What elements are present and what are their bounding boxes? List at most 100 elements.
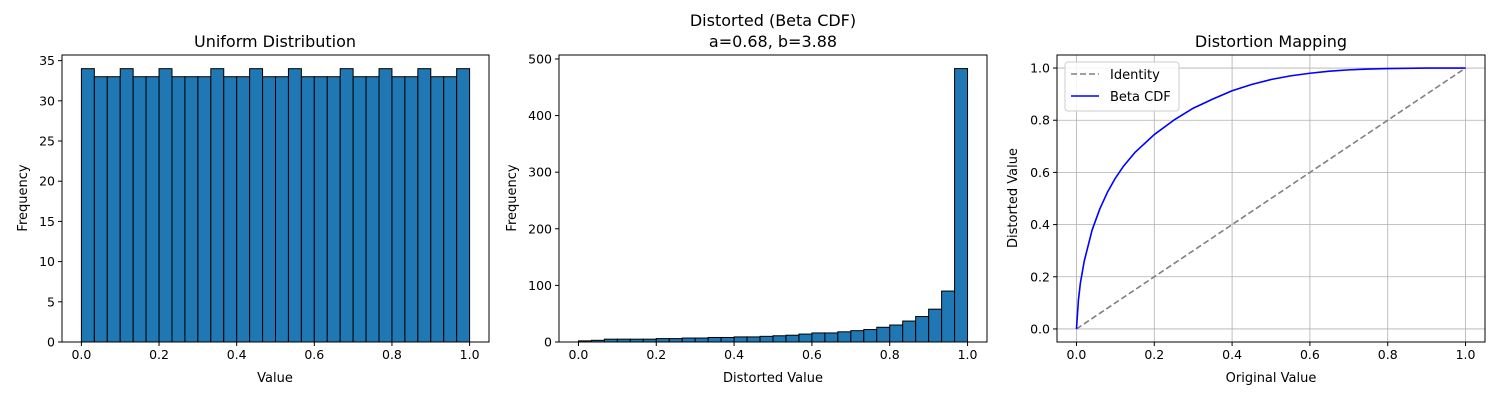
uniform-y-tick-label: 35 (39, 53, 55, 68)
distorted-bar (681, 337, 696, 343)
distorted-y-ticks: 0 100 200 300 400 500 (528, 51, 559, 350)
distorted-y-tick-label: 300 (528, 165, 552, 180)
mapping-plot-frame (1056, 54, 1486, 343)
distorted-bar (733, 336, 748, 343)
uniform-plot-frame (61, 54, 490, 343)
distorted-x-axis-label: Distorted Value (723, 371, 823, 386)
uniform-x-tick-label: 0.0 (71, 347, 91, 362)
distorted-x-ticks: 0.0 0.2 0.4 0.6 0.8 1.0 (569, 342, 978, 362)
uniform-bar (417, 68, 432, 343)
uniform-bar (197, 76, 212, 343)
uniform-y-axis-label: Frequency (16, 164, 31, 231)
distorted-x-tick-label: 0.4 (724, 347, 744, 362)
distorted-bar (720, 336, 735, 343)
distorted-bar (902, 320, 917, 343)
distorted-x-tick-label: 0.6 (802, 347, 822, 362)
mapping-line-panel: Distortion Mapping 0.0 0.2 0.4 0.6 0.8 1.0 0.… (1006, 32, 1486, 386)
uniform-bar (339, 68, 354, 343)
uniform-x-tick-label: 1.0 (460, 347, 480, 362)
uniform-bar (313, 76, 328, 343)
uniform-bar (171, 76, 186, 343)
mapping-y-tick-label: 0.4 (1030, 217, 1050, 232)
uniform-x-tick-label: 0.2 (149, 347, 169, 362)
mapping-x-tick-label: 0.2 (1144, 347, 1164, 362)
mapping-x-tick-label: 0.0 (1067, 347, 1087, 362)
uniform-x-tick-label: 0.4 (227, 347, 247, 362)
distorted-bar (811, 332, 826, 343)
distorted-bar (668, 338, 683, 343)
distorted-x-tick-label: 0.8 (880, 347, 900, 362)
distorted-y-axis-label: Frequency (505, 164, 520, 231)
distorted-bar (694, 337, 709, 343)
uniform-x-tick-label: 0.8 (382, 347, 402, 362)
distorted-bar (759, 335, 774, 343)
distorted-bar (915, 316, 930, 343)
distorted-bar (746, 336, 761, 343)
distorted-y-tick-label: 0 (544, 335, 552, 350)
uniform-bar (145, 76, 160, 343)
mapping-legend: Identity Beta CDF (1064, 61, 1180, 112)
uniform-y-tick-label: 10 (39, 254, 55, 269)
uniform-chart-title: Uniform Distribution (194, 32, 356, 51)
uniform-bar (391, 76, 406, 343)
legend-identity-label: Identity (1110, 68, 1160, 83)
uniform-bar (365, 76, 380, 343)
uniform-bar (106, 76, 121, 343)
distorted-bar (837, 331, 852, 343)
mapping-series-identity-line (1076, 67, 1466, 330)
uniform-bar (119, 68, 134, 343)
distorted-x-tick-label: 1.0 (958, 347, 978, 362)
distorted-bars (577, 68, 969, 343)
distorted-y-tick-label: 500 (528, 51, 552, 66)
uniform-y-tick-label: 0 (47, 335, 55, 350)
uniform-bar (326, 76, 341, 343)
uniform-bar (404, 76, 419, 343)
uniform-y-tick-label: 20 (39, 174, 55, 189)
mapping-x-ticks: 0.0 0.2 0.4 0.6 0.8 1.0 (1067, 342, 1476, 362)
mapping-lines (1075, 67, 1466, 330)
uniform-bar (378, 68, 393, 343)
mapping-grid (1057, 55, 1485, 342)
mapping-y-ticks: 0.0 0.2 0.4 0.6 0.8 1.0 (1030, 61, 1057, 336)
mapping-y-tick-label: 0.0 (1030, 321, 1050, 336)
uniform-bar (93, 76, 108, 343)
uniform-y-tick-label: 15 (39, 214, 55, 229)
uniform-bar (223, 76, 238, 343)
uniform-x-tick-label: 0.6 (304, 347, 324, 362)
uniform-y-tick-label: 25 (39, 134, 55, 149)
uniform-y-tick-label: 30 (39, 93, 55, 108)
uniform-bar (184, 76, 199, 343)
mapping-y-tick-label: 0.8 (1030, 113, 1050, 128)
uniform-bar (300, 76, 315, 343)
distorted-bar (863, 329, 878, 343)
mapping-x-tick-label: 1.0 (1456, 347, 1476, 362)
legend-beta-cdf-label: Beta CDF (1110, 90, 1171, 105)
distorted-bar (876, 326, 891, 343)
uniform-y-ticks: 0 5 10 15 20 25 30 35 (39, 53, 62, 350)
mapping-x-tick-label: 0.6 (1300, 347, 1320, 362)
distorted-chart-title: Distorted (Beta CDF) (690, 11, 856, 30)
uniform-bar (210, 68, 225, 343)
uniform-x-ticks: 0.0 0.2 0.4 0.6 0.8 1.0 (71, 342, 480, 362)
uniform-bar (287, 68, 302, 343)
uniform-bar (275, 76, 289, 343)
mapping-chart-title: Distortion Mapping (1195, 32, 1347, 51)
uniform-bar (236, 76, 251, 343)
distorted-bar (889, 324, 904, 343)
uniform-bar (80, 68, 95, 343)
uniform-bar (249, 68, 264, 343)
distorted-bar (954, 68, 969, 343)
distorted-bar (655, 338, 670, 343)
mapping-series-beta-cdf-line (1075, 67, 1466, 330)
distorted-x-tick-label: 0.0 (569, 347, 589, 362)
distorted-y-tick-label: 400 (528, 108, 552, 123)
uniform-bar (443, 76, 458, 343)
mapping-x-tick-label: 0.8 (1378, 347, 1398, 362)
uniform-bar (352, 76, 367, 343)
distorted-bar (928, 308, 943, 343)
mapping-y-tick-label: 0.6 (1030, 165, 1050, 180)
uniform-bar (456, 68, 471, 343)
distorted-bar (707, 336, 722, 343)
mapping-y-tick-label: 0.2 (1030, 269, 1050, 284)
